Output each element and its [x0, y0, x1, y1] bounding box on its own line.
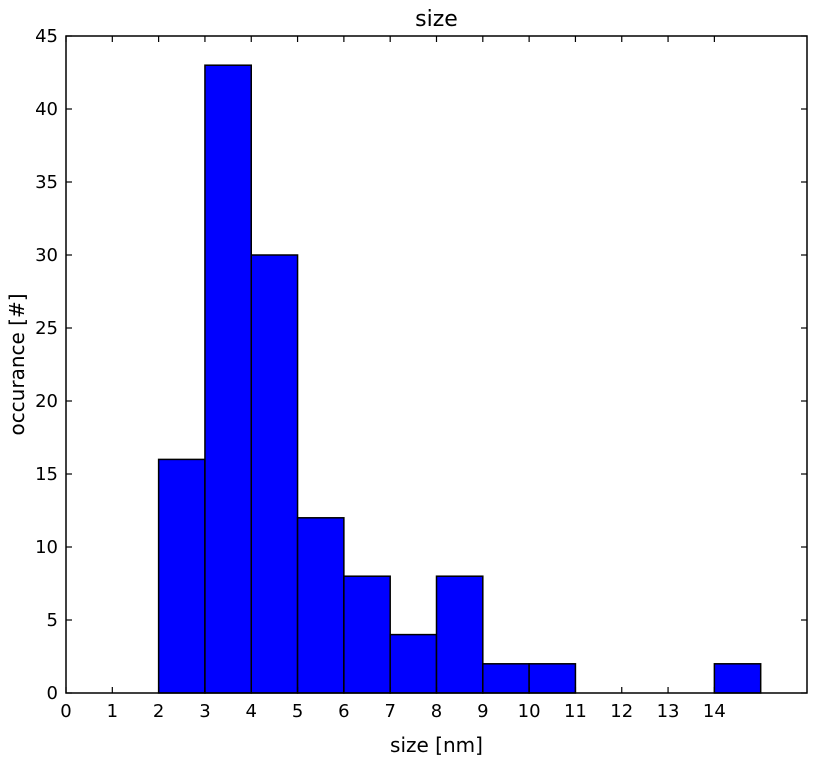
x-tick-label: 8 — [431, 701, 442, 722]
x-tick-label: 5 — [292, 701, 303, 722]
bars-group — [157, 64, 762, 694]
x-tick-label: 4 — [246, 701, 257, 722]
x-axis-title: size [nm] — [390, 733, 483, 757]
y-tick-label: 20 — [35, 391, 58, 412]
x-tick-label: 7 — [384, 701, 395, 722]
histogram-bar — [343, 575, 391, 694]
chart-title: size — [415, 7, 458, 32]
x-tick-label: 3 — [199, 701, 210, 722]
y-tick-label: 0 — [47, 683, 58, 704]
plot-frame — [65, 35, 808, 694]
y-tick-label: 15 — [35, 464, 58, 485]
x-tick-label: 10 — [518, 701, 541, 722]
y-tick-label: 30 — [35, 245, 58, 266]
y-tick-label: 5 — [47, 610, 58, 631]
histogram-bar — [482, 663, 530, 694]
histogram-bar — [713, 663, 762, 694]
x-tick-label: 12 — [610, 701, 633, 722]
histogram-bar — [528, 663, 577, 694]
x-tick-label: 0 — [60, 701, 71, 722]
y-tick-label: 10 — [35, 537, 58, 558]
histogram-bar — [296, 517, 345, 694]
histogram-bar — [157, 458, 206, 694]
histogram-bar — [435, 575, 484, 694]
histogram-bar — [389, 633, 438, 694]
y-tick-label: 25 — [35, 318, 58, 339]
y-tick-label: 45 — [35, 26, 58, 47]
histogram-bar — [204, 64, 252, 694]
histogram-bar — [250, 254, 299, 694]
x-tick-label: 13 — [657, 701, 680, 722]
y-tick-label: 35 — [35, 172, 58, 193]
x-tick-label: 14 — [703, 701, 726, 722]
x-tick-label: 6 — [338, 701, 349, 722]
y-axis-title: occurance [#] — [5, 293, 29, 435]
x-tick-label: 2 — [153, 701, 164, 722]
x-tick-label: 1 — [107, 701, 118, 722]
x-tick-label: 11 — [564, 701, 587, 722]
x-tick-label: 9 — [477, 701, 488, 722]
y-tick-label: 40 — [35, 99, 58, 120]
